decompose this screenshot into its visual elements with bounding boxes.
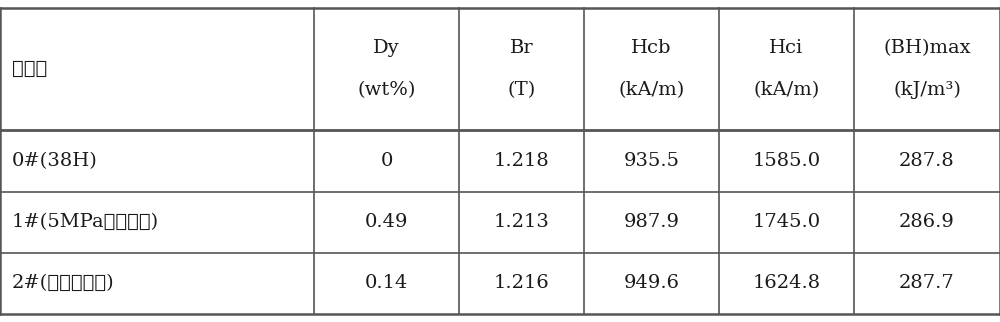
Text: Dy: Dy — [373, 39, 400, 57]
Text: 0: 0 — [380, 152, 393, 170]
Text: 286.9: 286.9 — [899, 213, 955, 231]
Text: 0.49: 0.49 — [365, 213, 408, 231]
Text: 2#(未加压扩散): 2#(未加压扩散) — [12, 274, 115, 292]
Text: 1585.0: 1585.0 — [752, 152, 821, 170]
Text: 287.8: 287.8 — [899, 152, 955, 170]
Text: 样品号: 样品号 — [12, 60, 47, 78]
Text: 1745.0: 1745.0 — [752, 213, 821, 231]
Text: (kA/m): (kA/m) — [753, 81, 820, 99]
Text: 287.7: 287.7 — [899, 274, 955, 292]
Text: (wt%): (wt%) — [357, 81, 416, 99]
Text: 935.5: 935.5 — [623, 152, 679, 170]
Text: (kA/m): (kA/m) — [618, 81, 684, 99]
Text: 949.6: 949.6 — [623, 274, 679, 292]
Text: 1.213: 1.213 — [494, 213, 550, 231]
Text: 0#(38H): 0#(38H) — [12, 152, 98, 170]
Text: 987.9: 987.9 — [623, 213, 679, 231]
Text: 1.218: 1.218 — [494, 152, 549, 170]
Text: (kJ/m³): (kJ/m³) — [893, 81, 961, 99]
Text: 1#(5MPa加压扩散): 1#(5MPa加压扩散) — [12, 213, 159, 231]
Text: 0.14: 0.14 — [365, 274, 408, 292]
Text: Br: Br — [510, 39, 533, 57]
Text: (BH)max: (BH)max — [883, 39, 971, 57]
Text: 1.216: 1.216 — [494, 274, 549, 292]
Text: 1624.8: 1624.8 — [752, 274, 821, 292]
Text: (T): (T) — [507, 81, 536, 99]
Text: Hci: Hci — [769, 39, 804, 57]
Text: Hcb: Hcb — [631, 39, 672, 57]
